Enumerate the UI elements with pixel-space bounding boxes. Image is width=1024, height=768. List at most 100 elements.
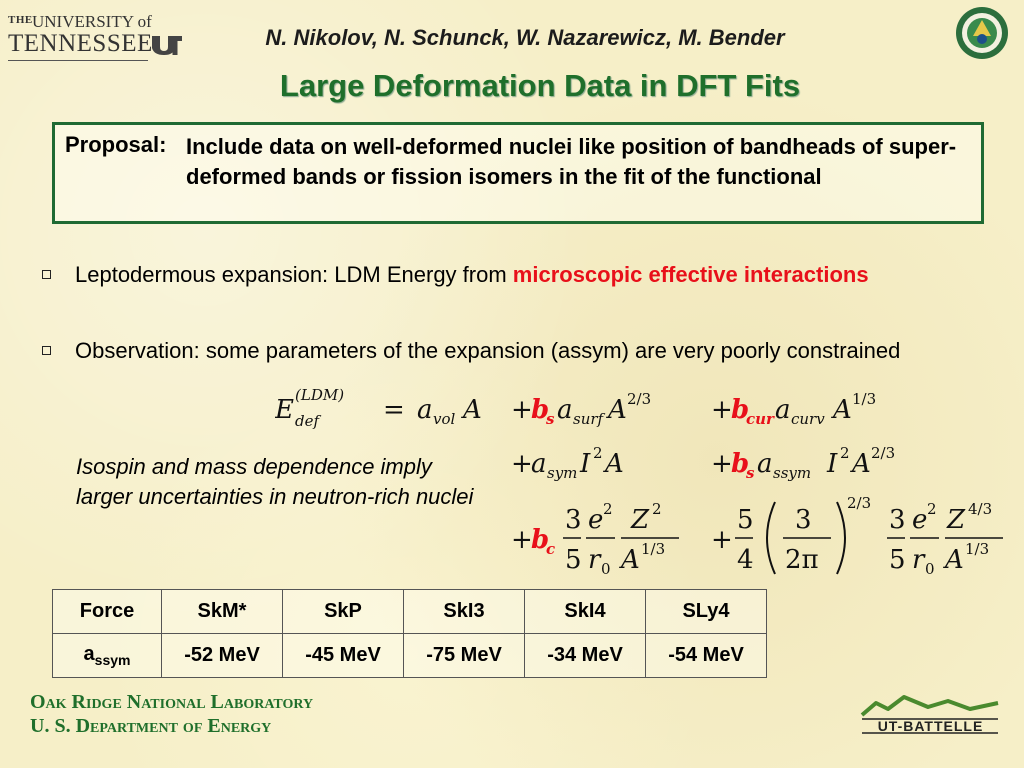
svg-text:surf: surf bbox=[573, 410, 606, 428]
svg-text:cur: cur bbox=[746, 410, 775, 428]
lab-name: Oak Ridge National Laboratory bbox=[30, 691, 314, 713]
svg-text:A: A bbox=[603, 449, 624, 479]
svg-text:+: + bbox=[511, 449, 533, 479]
svg-text:+: + bbox=[511, 525, 533, 555]
svg-text:I: I bbox=[579, 449, 591, 479]
svg-text:A: A bbox=[850, 449, 871, 479]
svg-text:A: A bbox=[619, 545, 640, 575]
svg-text:0: 0 bbox=[925, 560, 935, 578]
svg-text:2/3: 2/3 bbox=[871, 444, 895, 462]
svg-text:(LDM): (LDM) bbox=[295, 386, 344, 404]
svg-text:A: A bbox=[606, 395, 627, 425]
svg-text:4/3: 4/3 bbox=[968, 500, 992, 518]
table-cell: -45 MeV bbox=[282, 633, 404, 678]
authors-line: N. Nikolov, N. Schunck, W. Nazarewicz, M… bbox=[265, 25, 785, 50]
svg-text:A: A bbox=[831, 395, 852, 425]
svg-text:I: I bbox=[826, 449, 838, 479]
proposal-box: Proposal: Include data on well-deformed … bbox=[52, 122, 984, 224]
svg-text:2/3: 2/3 bbox=[847, 494, 871, 512]
table-header-cell: SkI4 bbox=[524, 589, 646, 634]
svg-text:s: s bbox=[546, 410, 555, 428]
logo-university-text: UNIVERSITY of bbox=[32, 12, 152, 31]
assym-forces-table: Force SkM* SkP SkI3 SkI4 SLy4 assym -52 … bbox=[52, 589, 767, 678]
proposal-text: Include data on well-deformed nuclei lik… bbox=[186, 134, 957, 189]
mountain-icon bbox=[860, 695, 999, 734]
ut-battelle-logo: UT-BATTELLE bbox=[858, 693, 1003, 737]
svg-text:e: e bbox=[588, 505, 603, 535]
svg-text:b: b bbox=[531, 395, 549, 425]
svg-text:=: = bbox=[383, 395, 405, 425]
svg-text:sym: sym bbox=[547, 464, 577, 482]
svg-text:2: 2 bbox=[840, 444, 850, 462]
table-cell: -34 MeV bbox=[524, 633, 646, 678]
svg-text:E: E bbox=[275, 395, 294, 425]
svg-text:c: c bbox=[546, 540, 555, 558]
svg-text:a: a bbox=[531, 449, 547, 479]
table-cell: -75 MeV bbox=[403, 633, 525, 678]
proposal-label: Proposal: bbox=[65, 132, 167, 157]
svg-text:3: 3 bbox=[889, 505, 906, 535]
svg-text:r: r bbox=[588, 545, 602, 575]
svg-text:b: b bbox=[731, 449, 749, 479]
svg-text:e: e bbox=[912, 505, 927, 535]
table-row-label: assym bbox=[52, 633, 162, 678]
university-of-tennessee-logo: THE UNIVERSITY of TENNESSEE bbox=[8, 12, 182, 61]
table-cell: -52 MeV bbox=[161, 633, 283, 678]
svg-text:5: 5 bbox=[565, 545, 582, 575]
svg-text:a: a bbox=[757, 449, 773, 479]
svg-text:vol: vol bbox=[433, 410, 456, 428]
table-row: assym -52 MeV -45 MeV -75 MeV -34 MeV -5… bbox=[52, 633, 767, 678]
bullet-square-icon bbox=[42, 270, 51, 279]
table-header-cell: Force bbox=[52, 589, 162, 634]
ut-mark-icon bbox=[152, 36, 182, 55]
svg-text:5: 5 bbox=[889, 545, 906, 575]
bullet-leptodermous: Leptodermous expansion: LDM Energy from … bbox=[42, 260, 895, 290]
isospin-note: Isospin and mass dependence imply larger… bbox=[76, 454, 474, 509]
svg-text:5: 5 bbox=[737, 505, 754, 535]
svg-text:def: def bbox=[295, 412, 321, 430]
svg-text:Z: Z bbox=[630, 505, 650, 535]
slide-title: Large Deformation Data in DFT Fits bbox=[279, 68, 801, 103]
svg-text:4: 4 bbox=[737, 545, 754, 575]
svg-text:r: r bbox=[912, 545, 926, 575]
ornl-footer: Oak Ridge National Laboratory U. S. Depa… bbox=[30, 690, 313, 738]
department-name: U. S. Department of Energy bbox=[30, 715, 272, 737]
logo-the-text: THE bbox=[8, 14, 33, 26]
svg-text:s: s bbox=[746, 464, 755, 482]
svg-text:Z: Z bbox=[946, 505, 966, 535]
table-cell: -54 MeV bbox=[645, 633, 767, 678]
bullet-square-icon bbox=[42, 346, 51, 355]
svg-text:1/3: 1/3 bbox=[641, 540, 665, 558]
svg-text:1/3: 1/3 bbox=[965, 540, 989, 558]
svg-text:3: 3 bbox=[795, 505, 812, 535]
svg-text:A: A bbox=[461, 395, 482, 425]
table-header-cell: SLy4 bbox=[645, 589, 767, 634]
bullet-2-text: Observation: some parameters of the expa… bbox=[75, 338, 901, 363]
svg-text:+: + bbox=[511, 395, 533, 425]
ut-battelle-text: UT-BATTELLE bbox=[877, 718, 984, 734]
svg-text:2/3: 2/3 bbox=[627, 390, 651, 408]
row-label-sub: ssym bbox=[94, 652, 131, 668]
svg-text:b: b bbox=[531, 525, 549, 555]
table-header-cell: SkP bbox=[282, 589, 404, 634]
bullet-1-text: Leptodermous expansion: LDM Energy from bbox=[75, 262, 513, 287]
svg-text:3: 3 bbox=[565, 505, 582, 535]
svg-text:curv: curv bbox=[791, 410, 825, 428]
table-header-cell: SkI3 bbox=[403, 589, 525, 634]
row-label-main: a bbox=[83, 643, 95, 665]
svg-text:0: 0 bbox=[601, 560, 611, 578]
table-header-cell: SkM* bbox=[161, 589, 283, 634]
svg-text:2: 2 bbox=[603, 500, 613, 518]
logo-rule bbox=[8, 60, 148, 61]
svg-text:+: + bbox=[711, 395, 733, 425]
svg-text:a: a bbox=[417, 395, 433, 425]
bullet-1-highlight: microscopic effective interactions bbox=[512, 262, 869, 287]
svg-text:2: 2 bbox=[652, 500, 662, 518]
svg-text:a: a bbox=[557, 395, 573, 425]
svg-text:2: 2 bbox=[927, 500, 937, 518]
bullet-observation: Observation: some parameters of the expa… bbox=[42, 336, 945, 366]
doe-seal-icon bbox=[956, 7, 1008, 59]
svg-text:ssym: ssym bbox=[773, 464, 811, 482]
svg-text:b: b bbox=[731, 395, 749, 425]
